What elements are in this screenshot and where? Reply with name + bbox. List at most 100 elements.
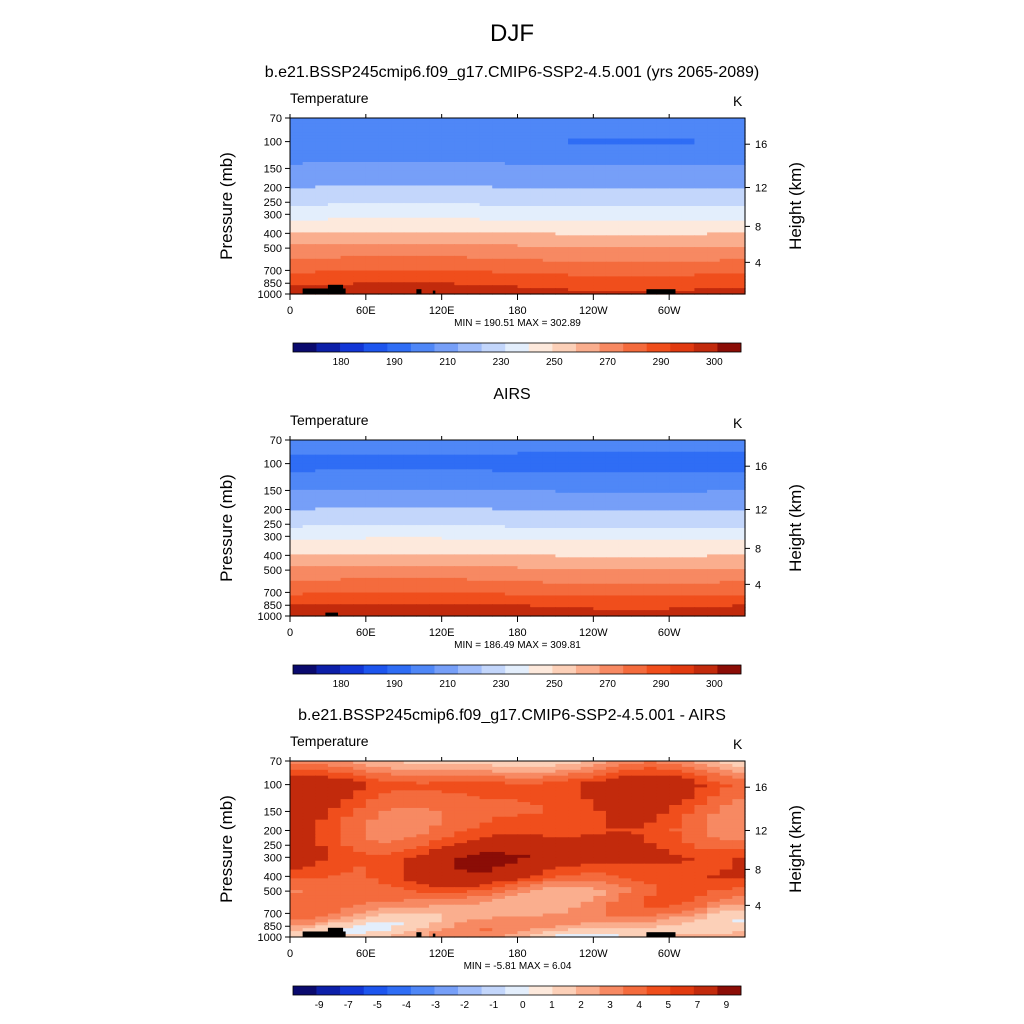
contour-cell <box>605 176 620 181</box>
contour-cell <box>454 583 468 588</box>
contour-cell <box>340 191 354 195</box>
contour-cell <box>302 539 316 544</box>
contour-cell <box>492 159 506 163</box>
contour-cell <box>593 472 607 476</box>
contour-cell <box>378 241 392 245</box>
contour-cell <box>429 206 443 210</box>
contour-cell <box>555 604 569 608</box>
contour-cell <box>631 182 645 187</box>
contour-cell <box>732 118 746 122</box>
contour-cell <box>580 495 594 500</box>
contour-cell <box>517 604 531 608</box>
contour-cell <box>441 577 455 582</box>
contour-cell <box>403 604 417 608</box>
contour-cell <box>302 235 316 239</box>
contour-cell <box>707 276 721 280</box>
contour-cell <box>290 504 304 509</box>
contour-cell <box>441 486 455 491</box>
contour-cell <box>517 454 531 459</box>
contour-cell <box>542 232 557 236</box>
contour-cell <box>618 501 632 506</box>
contour-cell <box>479 548 493 553</box>
contour-cell <box>542 132 557 137</box>
contour-cell <box>454 522 468 526</box>
contour-cell <box>555 589 569 594</box>
contour-cell <box>492 162 506 166</box>
contour-cell <box>391 522 405 526</box>
contour-cell <box>681 264 696 269</box>
contour-cell <box>403 569 417 573</box>
contour-cell <box>580 469 594 473</box>
contour-cell <box>542 775 557 780</box>
contour-cell <box>466 250 481 254</box>
contour-cell <box>631 551 645 555</box>
contour-cell <box>492 126 506 131</box>
contour-cell <box>681 150 696 154</box>
contour-cell <box>517 264 531 269</box>
contour-cell <box>290 516 304 520</box>
contour-cell <box>555 475 569 479</box>
contour-cell <box>327 492 342 497</box>
contour-cell <box>441 607 455 611</box>
contour-cell <box>568 472 582 476</box>
contour-cell <box>340 566 354 570</box>
contour-cell <box>466 170 481 175</box>
contour-cell <box>694 135 708 140</box>
contour-cell <box>290 519 304 523</box>
contour-cell <box>681 525 696 529</box>
contour-cell <box>429 595 443 599</box>
contour-cell <box>454 179 468 184</box>
contour-cell <box>719 282 733 286</box>
contour-cell <box>429 495 443 500</box>
contour-cell <box>340 247 354 251</box>
contour-cell <box>707 574 721 579</box>
contour-cell <box>504 766 519 771</box>
contour-cell <box>365 528 380 532</box>
contour-cell <box>378 790 392 794</box>
contour-cell <box>568 264 582 269</box>
contour-cell <box>365 282 380 286</box>
contour-cell <box>378 457 392 462</box>
contour-cell <box>618 495 632 500</box>
contour-cell <box>378 536 392 541</box>
contour-cell <box>315 285 329 289</box>
contour-cell <box>504 176 519 181</box>
contour-cell <box>340 244 354 248</box>
contour-cell <box>365 182 380 187</box>
contour-cell <box>504 583 519 588</box>
contour-cell <box>656 244 670 248</box>
contour-cell <box>315 279 329 283</box>
contour-cell <box>315 769 329 774</box>
x-tick-label: 120W <box>579 627 608 639</box>
contour-cell <box>327 761 342 765</box>
contour-cell <box>416 504 430 509</box>
contour-cell <box>656 188 670 192</box>
contour-cell <box>340 211 354 216</box>
contour-cell <box>479 454 493 459</box>
contour-cell <box>631 489 645 494</box>
contour-cell <box>378 569 392 573</box>
contour-cell <box>365 457 380 462</box>
contour-cell <box>719 167 733 172</box>
panel2-subtitle: Temperature <box>290 412 369 428</box>
contour-cell <box>416 466 430 470</box>
contour-cell <box>618 598 632 602</box>
contour-cell <box>732 273 746 277</box>
contour-cell <box>466 525 481 529</box>
contour-cell <box>605 238 620 242</box>
contour-cell <box>618 208 632 213</box>
contour-cell <box>504 495 519 500</box>
contour-cell <box>353 563 367 567</box>
contour-cell <box>454 258 468 263</box>
contour-cell <box>391 188 405 192</box>
contour-cell <box>656 604 670 608</box>
contour-cell <box>353 784 367 788</box>
contour-cell <box>391 769 405 774</box>
contour-cell <box>542 220 557 225</box>
contour-cell <box>631 580 645 585</box>
contour-cell <box>580 525 594 529</box>
contour-cell <box>732 197 746 201</box>
contour-cell <box>631 463 645 467</box>
contour-cell <box>555 784 569 788</box>
contour-cell <box>732 442 746 447</box>
